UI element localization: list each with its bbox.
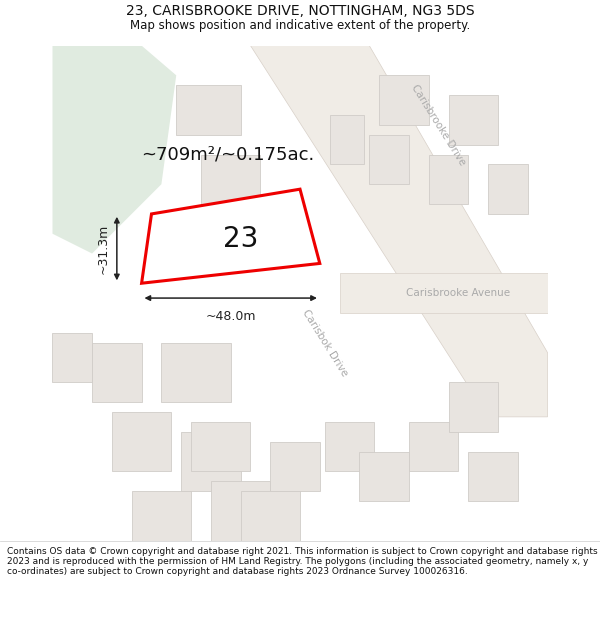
Polygon shape — [428, 154, 469, 204]
Polygon shape — [340, 273, 548, 313]
Polygon shape — [325, 422, 374, 471]
Polygon shape — [142, 189, 320, 283]
Polygon shape — [379, 76, 428, 125]
Polygon shape — [92, 342, 142, 402]
Polygon shape — [370, 135, 409, 184]
Polygon shape — [409, 422, 458, 471]
Text: 23, CARISBROOKE DRIVE, NOTTINGHAM, NG3 5DS: 23, CARISBROOKE DRIVE, NOTTINGHAM, NG3 5… — [125, 4, 475, 18]
Polygon shape — [201, 154, 260, 204]
Text: Contains OS data © Crown copyright and database right 2021. This information is : Contains OS data © Crown copyright and d… — [7, 546, 598, 576]
Polygon shape — [241, 491, 300, 541]
Polygon shape — [271, 442, 320, 491]
Polygon shape — [161, 342, 230, 402]
Polygon shape — [52, 46, 176, 254]
Text: ~31.3m: ~31.3m — [97, 224, 110, 274]
Polygon shape — [132, 491, 191, 541]
Polygon shape — [488, 164, 528, 214]
Polygon shape — [211, 481, 271, 541]
Polygon shape — [112, 412, 172, 471]
Text: 23: 23 — [223, 224, 258, 253]
Polygon shape — [176, 85, 241, 135]
Text: ~709m²/~0.175ac.: ~709m²/~0.175ac. — [142, 146, 315, 164]
Polygon shape — [191, 422, 251, 471]
Polygon shape — [251, 46, 548, 417]
Polygon shape — [449, 382, 498, 432]
Polygon shape — [469, 451, 518, 501]
Text: ~48.0m: ~48.0m — [205, 311, 256, 324]
Polygon shape — [449, 95, 498, 144]
Text: Carisbrooke Avenue: Carisbrooke Avenue — [406, 288, 511, 298]
Text: Carisbrooke Drive: Carisbrooke Drive — [410, 82, 467, 167]
Polygon shape — [52, 332, 92, 382]
Polygon shape — [330, 115, 364, 164]
Polygon shape — [181, 432, 241, 491]
Text: Carisbok Drive: Carisbok Drive — [300, 308, 349, 378]
Text: Map shows position and indicative extent of the property.: Map shows position and indicative extent… — [130, 19, 470, 32]
Polygon shape — [359, 451, 409, 501]
